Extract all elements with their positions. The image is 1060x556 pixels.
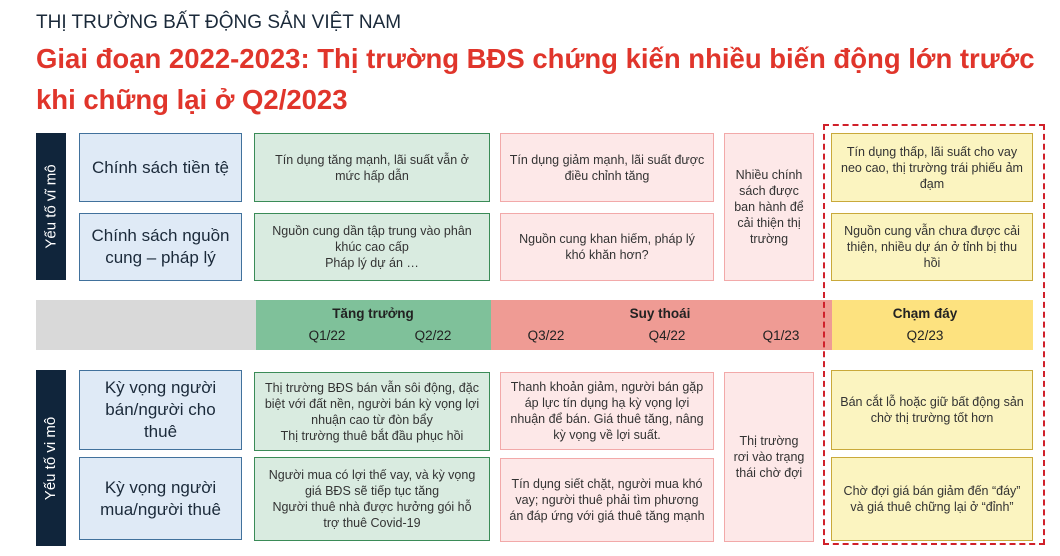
phase-bottom-label: Chạm đáy bbox=[892, 306, 958, 321]
cell-buyer-recession: Tín dụng siết chặt, người mua khó vay; n… bbox=[500, 458, 714, 542]
cell-monetary-growth: Tín dụng tăng mạnh, lãi suất vẫn ở mức h… bbox=[254, 133, 490, 202]
row-label-buyer: Kỳ vọng người mua/người thuê bbox=[79, 457, 242, 540]
row-label-seller: Kỳ vọng người bán/người cho thuê bbox=[79, 370, 242, 450]
macro-side-text: Yếu tố vĩ mô bbox=[42, 164, 60, 249]
phase-growth-label: Tăng trưởng bbox=[332, 306, 414, 321]
quarter-label: Q2/23 bbox=[906, 328, 944, 343]
cell-monetary-bottom: Tín dụng thấp, lãi suất cho vay neo cao,… bbox=[831, 133, 1033, 202]
quarter-label: Q4/22 bbox=[648, 328, 686, 343]
micro-side-label: Yếu tố vi mô bbox=[36, 370, 66, 546]
row-label-monetary: Chính sách tiền tệ bbox=[79, 133, 242, 202]
cell-macro-q1-23: Nhiều chính sách được ban hành để cải th… bbox=[724, 133, 814, 281]
timeline-neutral bbox=[36, 300, 256, 350]
supertitle: THỊ TRƯỜNG BẤT ĐỘNG SẢN VIỆT NAM bbox=[36, 12, 402, 33]
cell-supply-recession: Nguồn cung khan hiếm, pháp lý khó khăn h… bbox=[500, 213, 714, 281]
timeline-recession: Suy thoái Q3/22 Q4/22 Q1/23 bbox=[491, 300, 832, 350]
quarter-label: Q1/22 bbox=[308, 328, 346, 343]
cell-buyer-growth: Người mua có lợi thế vay, và kỳ vọng giá… bbox=[254, 457, 490, 541]
quarter-label: Q2/22 bbox=[414, 328, 452, 343]
highlight-dashed-frame bbox=[823, 124, 1045, 545]
macro-side-label: Yếu tố vĩ mô bbox=[36, 133, 66, 280]
cell-seller-recession: Thanh khoản giảm, người bán gặp áp lực t… bbox=[500, 372, 714, 450]
cell-seller-bottom: Bán cắt lỗ hoặc giữ bất động sản chờ thị… bbox=[831, 370, 1033, 450]
cell-micro-q1-23: Thị trường rơi vào trạng thái chờ đợi bbox=[724, 372, 814, 542]
cell-seller-growth: Thị trường BĐS bán vẫn sôi động, đặc biệ… bbox=[254, 372, 490, 451]
cell-supply-bottom: Nguồn cung vẫn chưa được cải thiện, nhiề… bbox=[831, 213, 1033, 281]
page-title: Giai đoạn 2022-2023: Thị trường BĐS chứn… bbox=[36, 43, 1035, 115]
row-label-supply: Chính sách nguồn cung – pháp lý bbox=[79, 213, 242, 281]
cell-monetary-recession: Tín dụng giảm mạnh, lãi suất được điều c… bbox=[500, 133, 714, 202]
quarter-label: Q3/22 bbox=[527, 328, 565, 343]
micro-side-text: Yếu tố vi mô bbox=[42, 416, 60, 500]
cell-supply-growth: Nguồn cung dần tập trung vào phân khúc c… bbox=[254, 213, 490, 281]
quarter-label: Q1/23 bbox=[762, 328, 800, 343]
timeline-bottom: Chạm đáy Q2/23 bbox=[832, 300, 1033, 350]
phase-recession-label: Suy thoái bbox=[629, 306, 691, 321]
timeline-growth: Tăng trưởng Q1/22 Q2/22 bbox=[256, 300, 491, 350]
cell-buyer-bottom: Chờ đợi giá bán giảm đến “đáy” và giá th… bbox=[831, 457, 1033, 541]
